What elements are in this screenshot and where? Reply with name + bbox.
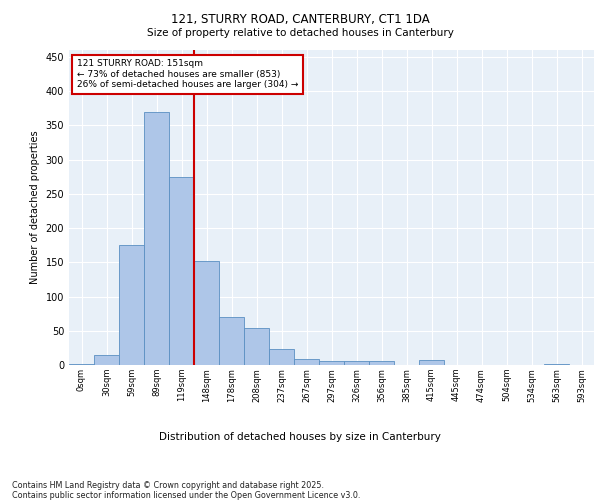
Bar: [269, 349, 294, 365]
Bar: [369, 361, 394, 365]
Bar: [69, 364, 94, 365]
Bar: [119, 245, 144, 365]
Bar: [294, 359, 319, 365]
Bar: [344, 361, 369, 365]
Bar: [194, 261, 219, 365]
Bar: [94, 354, 119, 365]
Text: 121 STURRY ROAD: 151sqm
← 73% of detached houses are smaller (853)
26% of semi-d: 121 STURRY ROAD: 151sqm ← 73% of detache…: [77, 60, 298, 89]
Bar: [419, 360, 444, 365]
Bar: [319, 361, 344, 365]
Y-axis label: Number of detached properties: Number of detached properties: [30, 130, 40, 284]
Bar: [219, 317, 244, 365]
Text: Size of property relative to detached houses in Canterbury: Size of property relative to detached ho…: [146, 28, 454, 38]
Text: 121, STURRY ROAD, CANTERBURY, CT1 1DA: 121, STURRY ROAD, CANTERBURY, CT1 1DA: [170, 12, 430, 26]
Text: Contains HM Land Registry data © Crown copyright and database right 2025.
Contai: Contains HM Land Registry data © Crown c…: [12, 480, 361, 500]
Bar: [544, 364, 569, 365]
Bar: [169, 176, 194, 365]
Bar: [244, 328, 269, 365]
Bar: [144, 112, 169, 365]
Text: Distribution of detached houses by size in Canterbury: Distribution of detached houses by size …: [159, 432, 441, 442]
